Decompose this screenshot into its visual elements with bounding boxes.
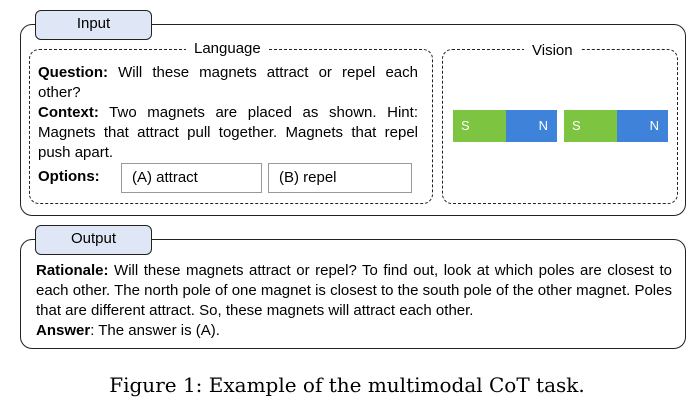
option-b: (B) repel	[268, 163, 412, 193]
output-tab: Output	[35, 225, 152, 255]
rationale-text: Will these magnets attract or repel? To …	[36, 262, 672, 319]
magnet-1-south-pole: S	[453, 110, 506, 142]
question-paragraph: Question: Will these magnets attract or …	[38, 63, 418, 103]
output-text: Rationale: Will these magnets attract or…	[36, 261, 672, 341]
magnet-2-north-pole: N	[617, 110, 668, 142]
answer-label: Answer	[36, 322, 91, 339]
rationale-paragraph: Rationale: Will these magnets attract or…	[36, 261, 672, 321]
vision-legend: Vision	[524, 42, 581, 60]
question-text: Will these magnets attract or repel each…	[38, 64, 418, 101]
magnet-1: S N	[453, 110, 557, 142]
context-label: Context:	[38, 104, 99, 121]
context-text: Two magnets are placed as shown. Hint: M…	[38, 104, 418, 161]
answer-text: : The answer is (A).	[90, 322, 220, 339]
context-paragraph: Context: Two magnets are placed as shown…	[38, 103, 418, 163]
options-label: Options:	[38, 168, 100, 185]
magnet-1-north-pole: N	[506, 110, 557, 142]
language-text: Question: Will these magnets attract or …	[38, 63, 418, 163]
answer-paragraph: Answer: The answer is (A).	[36, 321, 672, 341]
input-tab: Input	[35, 10, 152, 40]
language-legend: Language	[186, 40, 269, 58]
figure-caption: Figure 1: Example of the multimodal CoT …	[109, 373, 585, 397]
output-panel	[20, 239, 686, 349]
option-a: (A) attract	[121, 163, 262, 193]
magnet-2-south-pole: S	[564, 110, 617, 142]
rationale-label: Rationale:	[36, 262, 109, 279]
question-label: Question:	[38, 64, 108, 81]
magnet-2: S N	[564, 110, 668, 142]
